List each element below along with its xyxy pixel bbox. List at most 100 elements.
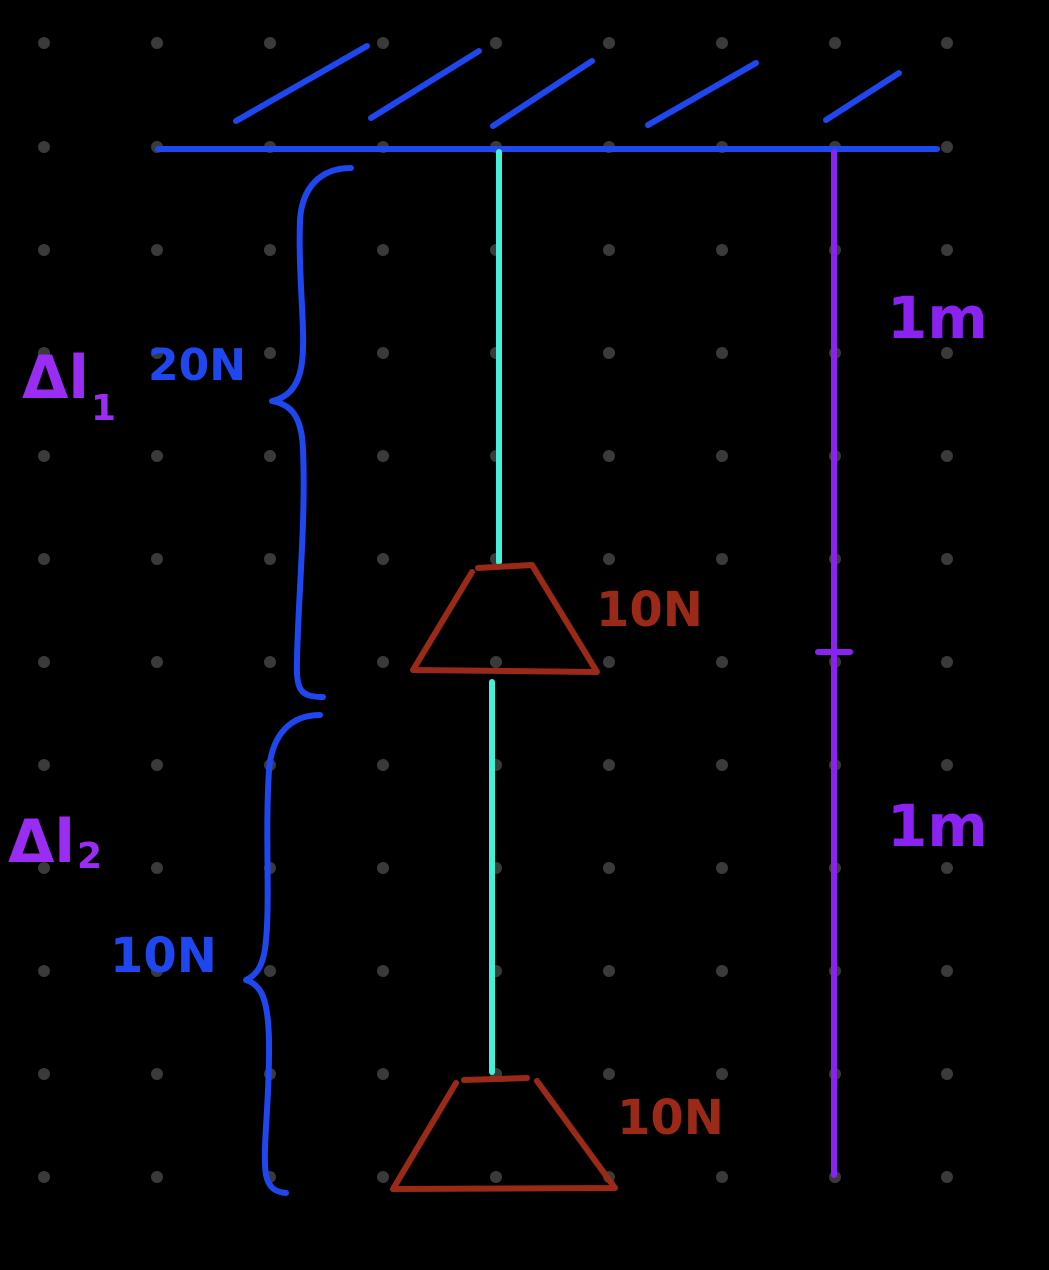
grid-dot (490, 37, 502, 49)
grid-dot (38, 1068, 50, 1080)
grid-dot (941, 347, 953, 359)
ceiling-hatch-1 (233, 43, 370, 124)
grid-dot (151, 37, 163, 49)
grid-dot (264, 244, 276, 256)
grid-dot (603, 759, 615, 771)
grid-dot (941, 965, 953, 977)
grid-dot (151, 1068, 163, 1080)
grid-dot (490, 656, 502, 668)
grid-dot (603, 347, 615, 359)
delta-l2-subscript: 2 (77, 836, 102, 877)
grid-dot (941, 862, 953, 874)
lower-brace (243, 712, 323, 1196)
grid-dot (603, 244, 615, 256)
grid-dot (151, 656, 163, 668)
grid-dot (829, 37, 841, 49)
grid-dot (151, 553, 163, 565)
grid-dot (264, 656, 276, 668)
ceiling-hatch-4 (645, 60, 759, 128)
grid-dot (377, 1068, 389, 1080)
upper-weight-label: 10N (596, 582, 703, 638)
upper-brace (269, 165, 354, 700)
grid-dot (941, 759, 953, 771)
grid-dot (603, 450, 615, 462)
grid-dot (716, 553, 728, 565)
delta-l2-label: Δl2 (8, 807, 102, 877)
grid-dot (716, 759, 728, 771)
grid-dot (941, 141, 953, 153)
grid-dot (264, 965, 276, 977)
grid-dot (151, 965, 163, 977)
grid-dot (38, 553, 50, 565)
grid-dot (151, 759, 163, 771)
grid-dot (941, 1171, 953, 1183)
grid-dot (941, 450, 953, 462)
grid-dot (941, 37, 953, 49)
grid-dot (38, 965, 50, 977)
grid-dot (151, 1171, 163, 1183)
grid-dot (151, 347, 163, 359)
upper-section-force-label: 20N (148, 340, 246, 391)
ceiling-hatch-3 (490, 58, 595, 129)
grid-dot (941, 1068, 953, 1080)
grid-dot (716, 450, 728, 462)
ceiling (155, 43, 940, 152)
delta-l1-label: Δl1 (22, 343, 116, 429)
grid-dot (38, 862, 50, 874)
grid-dot (151, 244, 163, 256)
grid-dot (38, 37, 50, 49)
grid-dot (716, 1068, 728, 1080)
grid-dot (377, 347, 389, 359)
grid-dot (377, 553, 389, 565)
grid-dot (38, 1171, 50, 1183)
lower-weight-label: 10N (617, 1090, 724, 1146)
grid-dot (377, 450, 389, 462)
lower-length-label: 1m (887, 792, 988, 860)
grid-dot (603, 37, 615, 49)
length-ruler (815, 149, 853, 1178)
grid-dot (377, 862, 389, 874)
grid-dot (38, 141, 50, 153)
grid-dot (377, 759, 389, 771)
grid-dot (264, 450, 276, 462)
grid-dot (151, 450, 163, 462)
upper-weight (410, 562, 600, 675)
grid-dot (603, 1068, 615, 1080)
grid-dot (377, 1171, 389, 1183)
grid-dot (38, 450, 50, 462)
delta-l2-main: Δl (8, 807, 75, 877)
grid-dot (716, 37, 728, 49)
grid-dot (603, 553, 615, 565)
grid-dot (264, 553, 276, 565)
upper-length-label: 1m (887, 284, 988, 352)
grid-dot (377, 965, 389, 977)
grid-dot (716, 862, 728, 874)
ceiling-hatch-5 (823, 70, 902, 123)
grid-dot (716, 347, 728, 359)
grid-dot (38, 347, 50, 359)
grid-dot (716, 656, 728, 668)
grid-dot (38, 759, 50, 771)
grid-dot (377, 37, 389, 49)
grid-dot (716, 965, 728, 977)
ceiling-hatch-2 (368, 48, 482, 121)
grid-dot (264, 37, 276, 49)
delta-l1-subscript: 1 (91, 388, 116, 429)
grid-dot (264, 347, 276, 359)
grid-dot (377, 656, 389, 668)
grid-dot (941, 244, 953, 256)
grid-dot (377, 244, 389, 256)
grid-dot (151, 862, 163, 874)
grid-dot (716, 1171, 728, 1183)
lower-section-force-label: 10N (110, 928, 217, 984)
grid-dot (603, 965, 615, 977)
grid-dot (38, 244, 50, 256)
grid-dot (941, 656, 953, 668)
grid-dot (603, 862, 615, 874)
lower-weight (390, 1075, 618, 1192)
delta-l1-main: Δl (22, 343, 89, 413)
grid-dot (941, 553, 953, 565)
dot-grid (38, 37, 953, 1183)
grid-dot (490, 1171, 502, 1183)
